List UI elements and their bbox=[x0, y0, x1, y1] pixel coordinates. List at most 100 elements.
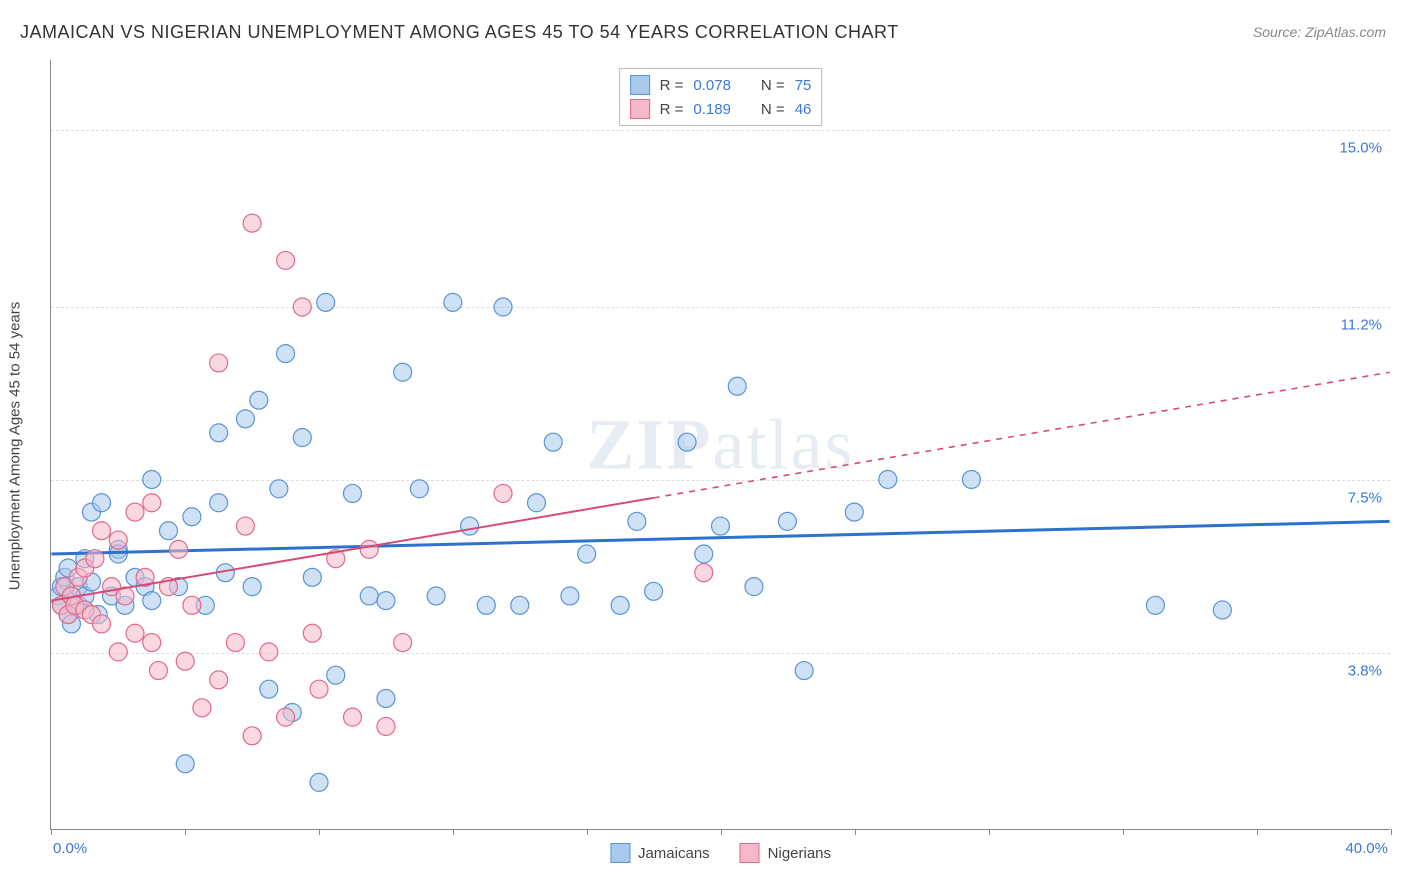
data-point bbox=[183, 596, 201, 614]
stat-legend: R = 0.078 N = 75 R = 0.189 N = 46 bbox=[619, 68, 823, 126]
data-point bbox=[712, 517, 730, 535]
data-point bbox=[126, 624, 144, 642]
chart-area: ZIPatlas R = 0.078 N = 75 R = 0.189 N = … bbox=[50, 60, 1390, 830]
data-point bbox=[303, 624, 321, 642]
swatch-jamaicans-icon bbox=[630, 75, 650, 95]
data-point bbox=[109, 643, 127, 661]
data-point bbox=[444, 293, 462, 311]
plot-svg bbox=[51, 60, 1390, 829]
data-point bbox=[377, 592, 395, 610]
bottom-legend: Jamaicans Nigerians bbox=[610, 843, 831, 863]
data-point bbox=[143, 592, 161, 610]
data-point bbox=[343, 708, 361, 726]
data-point bbox=[236, 517, 254, 535]
x-tick bbox=[721, 829, 722, 835]
x-tick bbox=[989, 829, 990, 835]
r-label: R = bbox=[660, 101, 684, 118]
data-point bbox=[143, 634, 161, 652]
data-point bbox=[494, 484, 512, 502]
x-tick bbox=[587, 829, 588, 835]
n-value-jamaicans: 75 bbox=[795, 77, 812, 94]
legend-item-nigerians: Nigerians bbox=[740, 843, 831, 863]
data-point bbox=[176, 652, 194, 670]
data-point bbox=[678, 433, 696, 451]
data-point bbox=[561, 587, 579, 605]
data-point bbox=[628, 512, 646, 530]
y-axis-title: Unemployment Among Ages 45 to 54 years bbox=[7, 302, 24, 591]
stat-row-jamaicans: R = 0.078 N = 75 bbox=[630, 73, 812, 97]
swatch-jamaicans-icon bbox=[610, 843, 630, 863]
data-point bbox=[293, 429, 311, 447]
r-value-nigerians: 0.189 bbox=[693, 101, 731, 118]
data-point bbox=[511, 596, 529, 614]
data-point bbox=[243, 214, 261, 232]
data-point bbox=[494, 298, 512, 316]
data-point bbox=[394, 634, 412, 652]
r-label: R = bbox=[660, 77, 684, 94]
data-point bbox=[477, 596, 495, 614]
data-point bbox=[183, 508, 201, 526]
data-point bbox=[1213, 601, 1231, 619]
data-point bbox=[170, 540, 188, 558]
data-point bbox=[159, 522, 177, 540]
data-point bbox=[250, 391, 268, 409]
data-point bbox=[93, 615, 111, 633]
trend-line-dashed bbox=[654, 372, 1390, 498]
x-tick bbox=[855, 829, 856, 835]
data-point bbox=[243, 578, 261, 596]
data-point bbox=[277, 708, 295, 726]
x-tick bbox=[319, 829, 320, 835]
data-point bbox=[193, 699, 211, 717]
stat-row-nigerians: R = 0.189 N = 46 bbox=[630, 97, 812, 121]
data-point bbox=[270, 480, 288, 498]
data-point bbox=[360, 587, 378, 605]
x-tick bbox=[453, 829, 454, 835]
data-point bbox=[210, 424, 228, 442]
x-tick bbox=[1123, 829, 1124, 835]
r-value-jamaicans: 0.078 bbox=[693, 77, 731, 94]
data-point bbox=[394, 363, 412, 381]
data-point bbox=[360, 540, 378, 558]
data-point bbox=[260, 643, 278, 661]
data-point bbox=[377, 717, 395, 735]
data-point bbox=[795, 662, 813, 680]
legend-label-nigerians: Nigerians bbox=[768, 845, 831, 862]
data-point bbox=[226, 634, 244, 652]
data-point bbox=[343, 484, 361, 502]
swatch-nigerians-icon bbox=[740, 843, 760, 863]
data-point bbox=[845, 503, 863, 521]
data-point bbox=[303, 568, 321, 586]
data-point bbox=[695, 564, 713, 582]
data-point bbox=[427, 587, 445, 605]
x-tick bbox=[51, 829, 52, 835]
swatch-nigerians-icon bbox=[630, 99, 650, 119]
source-label: Source: ZipAtlas.com bbox=[1253, 24, 1386, 40]
data-point bbox=[578, 545, 596, 563]
data-point bbox=[126, 503, 144, 521]
n-label: N = bbox=[761, 77, 785, 94]
data-point bbox=[210, 354, 228, 372]
data-point bbox=[109, 531, 127, 549]
data-point bbox=[277, 251, 295, 269]
data-point bbox=[410, 480, 428, 498]
x-tick bbox=[185, 829, 186, 835]
data-point bbox=[728, 377, 746, 395]
data-point bbox=[377, 690, 395, 708]
data-point bbox=[143, 494, 161, 512]
legend-item-jamaicans: Jamaicans bbox=[610, 843, 710, 863]
data-point bbox=[149, 662, 167, 680]
data-point bbox=[611, 596, 629, 614]
n-label: N = bbox=[761, 101, 785, 118]
data-point bbox=[778, 512, 796, 530]
data-point bbox=[210, 671, 228, 689]
data-point bbox=[293, 298, 311, 316]
data-point bbox=[210, 494, 228, 512]
data-point bbox=[528, 494, 546, 512]
data-point bbox=[236, 410, 254, 428]
data-point bbox=[544, 433, 562, 451]
data-point bbox=[93, 494, 111, 512]
data-point bbox=[86, 550, 104, 568]
data-point bbox=[143, 470, 161, 488]
data-point bbox=[879, 470, 897, 488]
data-point bbox=[176, 755, 194, 773]
